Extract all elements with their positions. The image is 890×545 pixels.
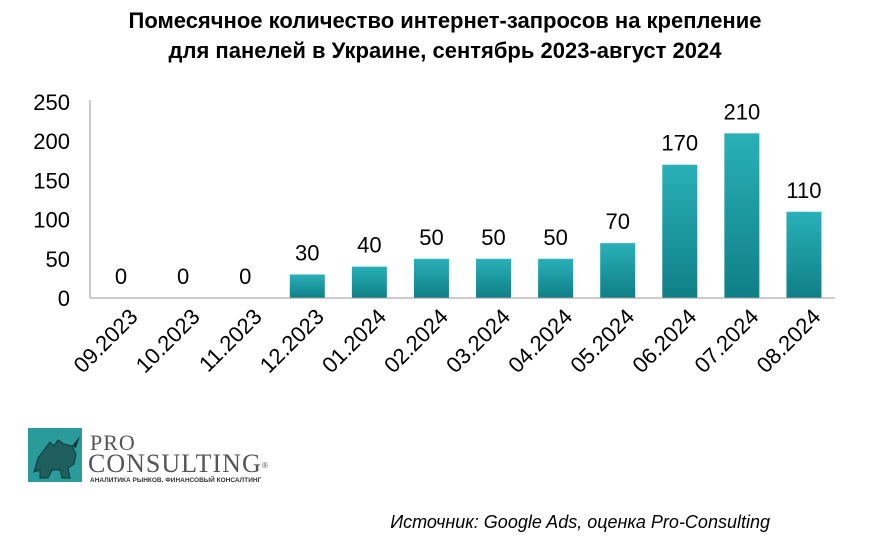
bar [351, 266, 387, 298]
rhino-horn [72, 436, 80, 448]
data-label: 170 [661, 131, 698, 156]
y-axis: 0 50 100 150 200 250 [33, 90, 91, 311]
x-tick-label: 12.2023 [255, 304, 329, 378]
x-tick-label: 08.2024 [752, 304, 826, 378]
chart-title-line-2: для панелей в Украине, сентябрь 2023-авг… [168, 38, 722, 63]
x-tick-label: 07.2024 [689, 304, 763, 378]
source-note: Источник: Google Ads, оценка Pro-Consult… [390, 512, 770, 532]
y-tick-label: 100 [33, 208, 70, 233]
y-tick-label: 50 [46, 247, 70, 272]
bar [476, 258, 512, 298]
bar [289, 274, 325, 298]
x-axis: 09.202310.202311.202312.202301.202402.20… [69, 297, 835, 378]
logo-tagline: АНАЛИТИКА РЫНКОВ. ФИНАНСОВЫЙ КОНСАЛТИНГ [90, 475, 262, 484]
data-label: 50 [543, 225, 567, 250]
x-tick-label: 04.2024 [503, 304, 577, 378]
data-label: 50 [419, 225, 443, 250]
x-tick-label: 05.2024 [565, 304, 639, 378]
data-label: 110 [786, 178, 821, 203]
data-label: 30 [295, 240, 319, 265]
data-labels: 0 0 0 30 40 50 50 50 70 170 210 110 [115, 99, 822, 289]
x-tick-label: 11.2023 [194, 304, 267, 377]
bar [538, 258, 574, 298]
bar [724, 133, 760, 298]
logo-pro: PRO [90, 430, 136, 455]
y-tick-label: 0 [58, 286, 70, 311]
data-label: 0 [115, 264, 127, 289]
rhino-icon [33, 439, 77, 479]
data-label: 70 [605, 209, 629, 234]
chart-title-line-1: Помесячное количество интернет-запросов … [128, 8, 762, 33]
bar [600, 243, 636, 298]
bar-chart: 0 50 100 150 200 250 0 0 0 30 40 50 50 50 70 170 210 110… [33, 90, 835, 378]
bar [413, 258, 449, 298]
x-tick-label: 03.2024 [441, 304, 515, 378]
y-tick-label: 250 [33, 90, 70, 115]
x-tick-label: 02.2024 [379, 304, 453, 378]
x-tick-label: 06.2024 [627, 304, 701, 378]
y-tick-label: 150 [33, 168, 70, 193]
x-tick-label: 09.2023 [69, 304, 143, 378]
data-label: 0 [239, 264, 251, 289]
data-label: 210 [724, 99, 761, 124]
bar [786, 211, 822, 298]
bar [662, 164, 698, 298]
x-tick-label: 10.2023 [131, 304, 205, 378]
logo-consulting: CONSULTING [88, 449, 262, 478]
x-tick-label: 01.2024 [317, 304, 391, 378]
data-label: 0 [177, 264, 189, 289]
chart-title: Помесячное количество интернет-запросов … [0, 6, 890, 66]
y-tick-label: 200 [33, 129, 70, 154]
data-label: 40 [357, 233, 381, 258]
data-label: 50 [481, 225, 505, 250]
pro-consulting-logo: PRO CONSULTING ® АНАЛИТИКА РЫНКОВ. ФИНАН… [28, 428, 268, 484]
logo-registered-mark: ® [262, 461, 268, 470]
bars [289, 133, 822, 298]
